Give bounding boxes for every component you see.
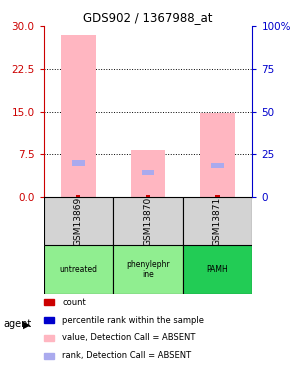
Text: count: count — [62, 298, 86, 307]
Bar — [44, 245, 113, 294]
Text: phenylephr
ine: phenylephr ine — [126, 260, 170, 279]
Text: GSM13869: GSM13869 — [74, 196, 83, 246]
Bar — [61, 35, 96, 197]
Text: agent: agent — [3, 320, 31, 329]
Text: GSM13871: GSM13871 — [213, 196, 222, 246]
Text: value, Detection Call = ABSENT: value, Detection Call = ABSENT — [62, 333, 196, 342]
Bar — [113, 197, 183, 245]
Text: untreated: untreated — [59, 265, 97, 274]
Bar — [44, 335, 54, 341]
Bar — [44, 197, 113, 245]
Bar — [44, 317, 54, 323]
Text: PAMH: PAMH — [206, 265, 229, 274]
Text: percentile rank within the sample: percentile rank within the sample — [62, 316, 204, 325]
Bar — [183, 197, 252, 245]
Bar — [76, 195, 80, 197]
Text: rank, Detection Call = ABSENT: rank, Detection Call = ABSENT — [62, 351, 191, 360]
Text: ▶: ▶ — [23, 320, 31, 329]
Bar — [211, 163, 224, 168]
Bar — [183, 245, 252, 294]
Text: GSM13870: GSM13870 — [143, 196, 153, 246]
Bar — [130, 150, 165, 197]
Bar — [44, 300, 54, 305]
Bar — [44, 353, 54, 358]
Bar — [200, 113, 235, 197]
Bar — [146, 195, 150, 197]
Title: GDS902 / 1367988_at: GDS902 / 1367988_at — [83, 11, 213, 24]
Bar — [215, 195, 220, 197]
Bar — [113, 245, 183, 294]
Bar — [72, 160, 85, 166]
Bar — [142, 170, 154, 175]
